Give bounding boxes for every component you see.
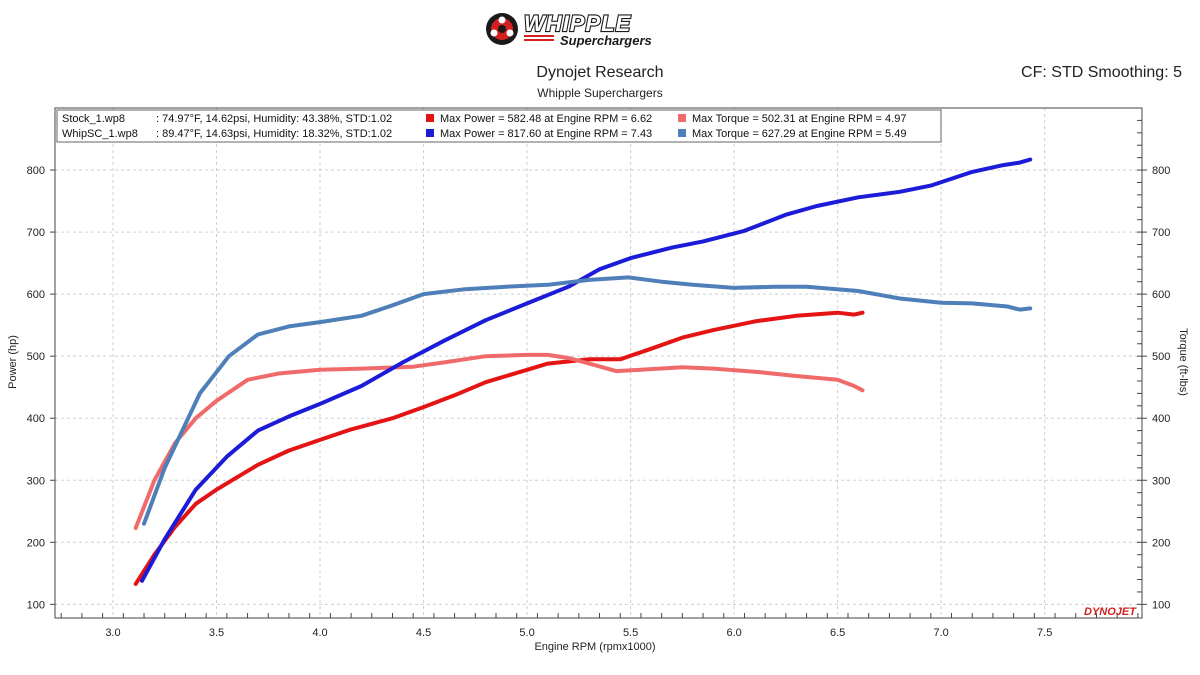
y-tick-label-right: 500	[1152, 351, 1170, 363]
legend-power-2: Max Power = 817.60 at Engine RPM = 7.43	[440, 128, 652, 140]
logo-subtext: Superchargers	[560, 33, 652, 48]
x-tick-label: 4.5	[416, 627, 431, 639]
x-tick-label: 5.0	[519, 627, 534, 639]
legend-swatch-torque-stock	[678, 114, 686, 122]
whipple-logo: WHIPPLE Superchargers	[486, 10, 652, 48]
y-tick-label-left: 600	[27, 289, 45, 301]
y-tick-label-right: 300	[1152, 475, 1170, 487]
x-tick-label: 3.0	[105, 627, 120, 639]
legend-conditions-1: : 74.97°F, 14.62psi, Humidity: 43.38%, S…	[156, 113, 392, 125]
y-tick-label-left: 700	[27, 227, 45, 239]
axes: 3.0 3.5 4.0 4.5 5.0 5.5 6.0 6.5 7.0 7.5 100 100 200 2…	[27, 119, 1170, 639]
legend-run-1: Stock_1.wp8	[62, 113, 125, 125]
x-tick-label: 6.0	[726, 627, 741, 639]
y-tick-label-right: 700	[1152, 227, 1170, 239]
logo-wordmark: WHIPPLE	[524, 11, 632, 36]
legend-torque-2: Max Torque = 627.29 at Engine RPM = 5.49	[692, 128, 906, 140]
y-tick-label-right: 800	[1152, 165, 1170, 177]
series-line-power-stock	[133, 310, 865, 586]
legend-torque-1: Max Torque = 502.31 at Engine RPM = 4.97	[692, 113, 906, 125]
series-line-torque-stock	[133, 352, 865, 530]
plot-frame	[54, 107, 1143, 619]
y-tick-label-left: 500	[27, 351, 45, 363]
y-tick-label-right: 600	[1152, 289, 1170, 301]
y-tick-label-right: 100	[1152, 599, 1170, 611]
legend-conditions-2: : 89.47°F, 14.63psi, Humidity: 18.32%, S…	[156, 128, 392, 140]
x-tick-label: 7.0	[934, 627, 949, 639]
y-tick-label-left: 200	[27, 537, 45, 549]
x-axis-label: Engine RPM (rpmx1000)	[534, 641, 655, 653]
legend-swatch-power-stock	[426, 114, 434, 122]
legend-power-1: Max Power = 582.48 at Engine RPM = 6.62	[440, 113, 652, 125]
y-tick-label-left: 300	[27, 475, 45, 487]
y-tick-label-left: 800	[27, 165, 45, 177]
legend-swatch-torque-whip	[678, 129, 686, 137]
x-tick-label: 3.5	[209, 627, 224, 639]
y-tick-label-left: 400	[27, 413, 45, 425]
y-axis-label-right: Torque (ft-lbs)	[1177, 328, 1189, 396]
dynojet-watermark: DYNOJET	[1084, 606, 1137, 618]
x-tick-label: 4.0	[312, 627, 327, 639]
x-tick-label: 5.5	[623, 627, 638, 639]
cf-smoothing-label: CF: STD Smoothing: 5	[1021, 64, 1182, 81]
chart-subtitle: Whipple Superchargers	[537, 86, 663, 100]
series-lines	[133, 157, 1033, 586]
y-tick-label-right: 400	[1152, 413, 1170, 425]
legend-run-2: WhipSC_1.wp8	[62, 128, 138, 140]
legend-swatch-power-whip	[426, 129, 434, 137]
y-tick-label-right: 200	[1152, 537, 1170, 549]
chart-title: Dynojet Research	[536, 64, 664, 81]
gridlines	[55, 108, 1142, 618]
series-line-power-whip	[140, 157, 1033, 583]
legend: Stock_1.wp8 : 74.97°F, 14.62psi, Humidit…	[56, 109, 942, 143]
x-tick-label: 7.5	[1037, 627, 1052, 639]
y-tick-label-left: 100	[27, 599, 45, 611]
series-line-torque-whip	[142, 275, 1033, 526]
y-axis-label-left: Power (hp)	[7, 335, 19, 389]
legend-box	[56, 109, 942, 143]
x-tick-label: 6.5	[830, 627, 845, 639]
